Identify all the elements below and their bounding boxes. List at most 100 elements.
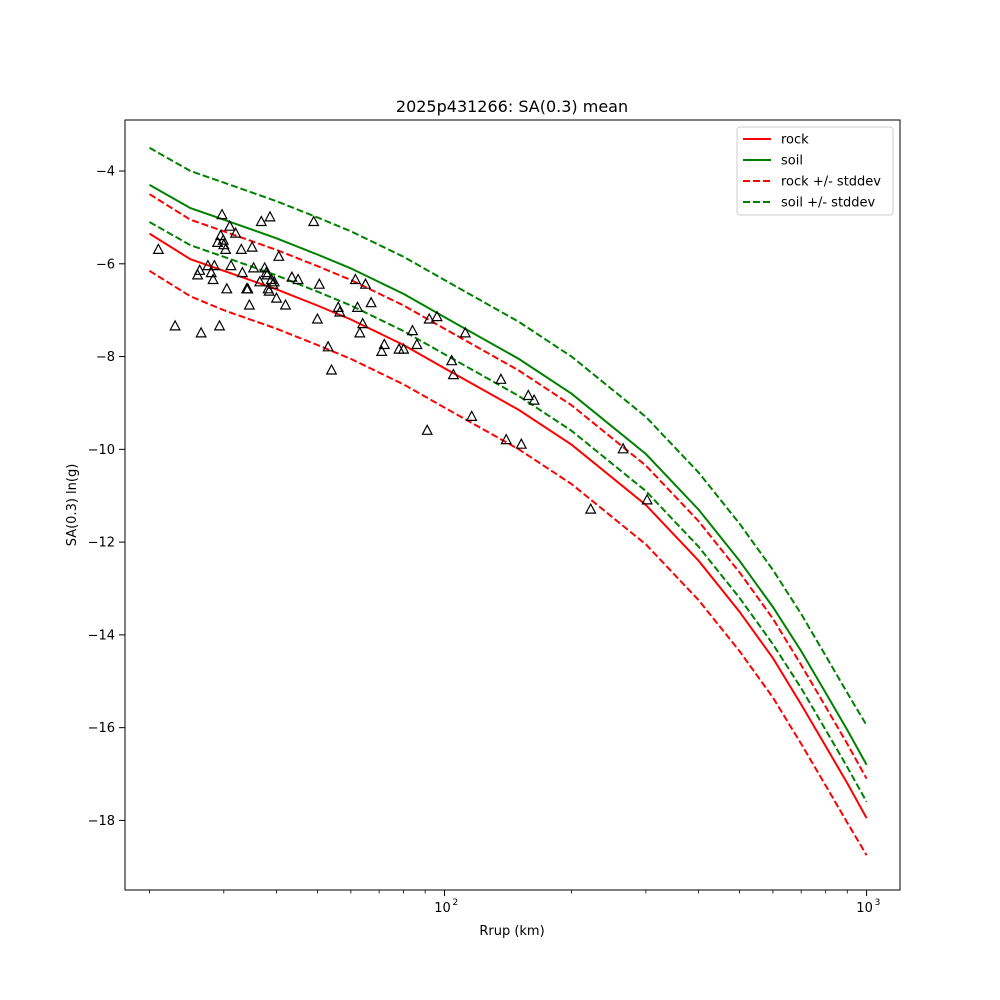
plot-area-frame	[124, 119, 901, 891]
observation-point	[229, 226, 242, 238]
series-line-2	[148, 193, 868, 780]
observation-point	[268, 275, 280, 287]
observation-point	[270, 291, 283, 303]
legend-label: rock +/- stddev	[781, 175, 881, 190]
observation-point	[311, 312, 324, 324]
observation-point	[431, 310, 443, 322]
observation-point	[354, 326, 366, 338]
x-tick-exponent: 3	[875, 898, 881, 908]
observation-point	[279, 298, 292, 310]
observation-point	[223, 219, 236, 231]
observation-point	[465, 410, 478, 421]
observation-point	[495, 373, 507, 384]
y-tick-label: −6	[96, 257, 115, 272]
y-tick-label: −12	[88, 536, 115, 551]
observation-point	[254, 275, 266, 287]
observation-point	[325, 363, 338, 375]
observation-point	[243, 298, 256, 310]
observation-point	[307, 215, 320, 227]
observation-point	[263, 284, 275, 296]
observation-point	[378, 338, 391, 350]
observation-point	[349, 273, 362, 285]
y-tick-label: −18	[88, 814, 115, 829]
series-line-1	[149, 184, 868, 766]
observation-point	[216, 208, 228, 220]
observation-point	[359, 277, 372, 289]
y-axis: −4 −6 −8 −10 −12 −14 −16 −18	[88, 165, 125, 829]
observation-point	[213, 319, 226, 331]
observation-point	[235, 243, 248, 254]
observation-point	[236, 266, 249, 278]
observation-point	[356, 317, 369, 329]
observation-point	[225, 259, 237, 271]
observation-point	[423, 312, 435, 324]
observation-point	[447, 368, 460, 380]
observation-point	[406, 324, 419, 336]
observation-point	[313, 277, 326, 289]
series-line-3	[148, 269, 868, 856]
y-tick-label: −16	[88, 721, 115, 736]
observation-point	[445, 354, 458, 366]
observation-point	[264, 210, 276, 222]
observation-point	[169, 319, 181, 331]
y-axis-label: SA(0.3) ln(g)	[65, 464, 80, 547]
observation-point	[332, 301, 344, 312]
series-line-0	[148, 232, 868, 819]
x-axis-label: Rrup (km)	[479, 924, 544, 939]
observation-point	[292, 273, 304, 285]
x-axis: 10 2 10 3	[149, 890, 880, 916]
legend: rock soil rock +/- stddev soil +/- stddev	[736, 126, 894, 216]
observation-point	[205, 266, 218, 278]
observation-point	[641, 493, 653, 505]
observation-point	[500, 433, 512, 445]
observation-point	[241, 282, 254, 294]
observation-point	[208, 259, 221, 271]
series-layer	[148, 146, 868, 856]
observation-point	[322, 340, 334, 352]
observation-point	[528, 393, 540, 405]
y-tick-label: −8	[96, 350, 115, 365]
chart-title: 2025p431266: SA(0.3) mean	[396, 97, 628, 116]
observation-layer	[152, 208, 653, 514]
observation-point	[515, 437, 528, 449]
observation-point	[459, 326, 472, 338]
observation-point	[152, 243, 165, 254]
observation-point	[217, 233, 230, 245]
observation-point	[255, 215, 268, 227]
observation-point	[617, 442, 629, 454]
observation-point	[334, 305, 346, 317]
observation-point	[351, 301, 364, 312]
observation-point	[397, 342, 410, 354]
observation-point	[265, 273, 278, 285]
observation-point	[247, 261, 260, 273]
observation-point	[421, 424, 433, 435]
observation-point	[365, 296, 377, 308]
observation-point	[246, 240, 258, 252]
observation-point	[219, 243, 232, 254]
observation-point	[273, 250, 285, 261]
observation-point	[375, 345, 388, 356]
x-tick-label: 10	[856, 901, 873, 916]
legend-label: rock	[781, 133, 809, 148]
y-tick-label: −10	[88, 443, 115, 458]
observation-point	[261, 268, 273, 280]
series-line-4	[149, 146, 868, 726]
y-tick-label: −14	[88, 628, 115, 643]
observation-point	[584, 502, 597, 514]
observation-point	[411, 338, 423, 350]
y-tick-label: −4	[96, 165, 115, 180]
observation-point	[220, 282, 233, 294]
observation-point	[207, 273, 219, 285]
observation-point	[195, 326, 207, 338]
observation-point	[286, 270, 298, 282]
legend-label: soil +/- stddev	[781, 196, 876, 211]
observation-point	[202, 259, 214, 271]
observation-point	[258, 261, 271, 273]
x-tick-label: 10	[434, 901, 451, 916]
observation-point	[193, 264, 206, 275]
series-line-5	[149, 221, 868, 803]
legend-frame	[736, 126, 894, 216]
legend-label: soil	[781, 154, 803, 169]
x-tick-exponent: 2	[452, 898, 458, 908]
